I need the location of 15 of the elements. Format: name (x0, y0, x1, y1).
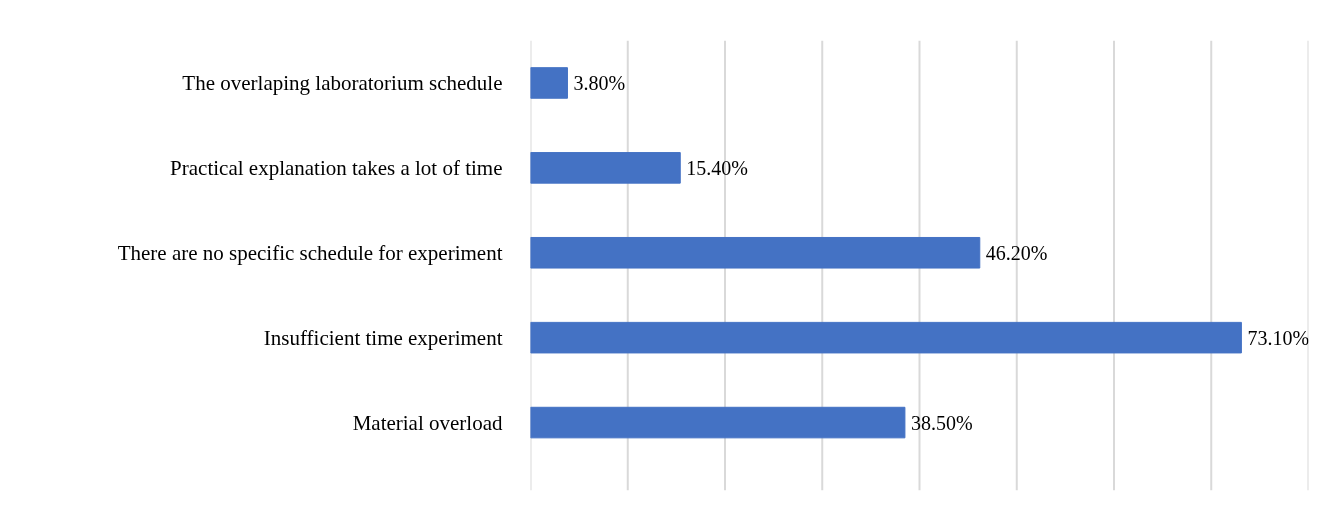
data-label: 38.50% (910, 411, 973, 434)
data-label: 73.10% (1247, 326, 1310, 349)
y-tick-label: Practical explanation takes a lot of time (170, 155, 503, 180)
y-tick-label: There are no specific schedule for experiment (117, 240, 503, 265)
bar (530, 406, 906, 439)
y-tick-label: Material overload (352, 410, 503, 435)
bar (530, 67, 568, 99)
data-label: 46.20% (985, 241, 1048, 264)
y-tick-label: Insufficient time experiment (263, 325, 503, 350)
bar (530, 236, 981, 269)
data-label: 3.80% (573, 71, 626, 94)
y-tick-label: The overlaping laboratorium schedule (182, 70, 503, 95)
bar (530, 152, 681, 184)
bar (530, 321, 1242, 354)
data-label: 15.40% (686, 156, 748, 179)
